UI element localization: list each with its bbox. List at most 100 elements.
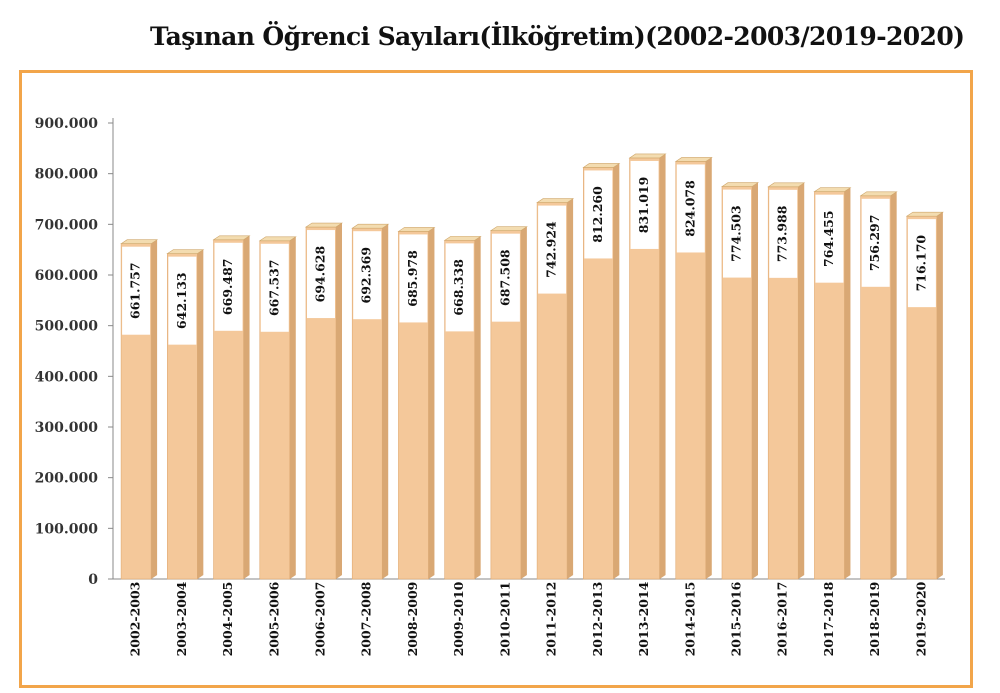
x-tick-label: 2003-2004 bbox=[174, 581, 189, 656]
data-label: 824.078 bbox=[682, 180, 697, 237]
x-tick-label: 2007-2008 bbox=[359, 581, 374, 656]
y-tick-label: 900.000 bbox=[35, 116, 99, 132]
data-label-box bbox=[815, 194, 844, 283]
data-label: 687.508 bbox=[497, 249, 512, 306]
x-tick-label: 2017-2018 bbox=[821, 581, 836, 656]
bar-top bbox=[721, 182, 759, 187]
data-label-box bbox=[399, 234, 428, 323]
data-label: 716.170 bbox=[913, 235, 928, 292]
data-label-box bbox=[723, 189, 751, 278]
bar-top bbox=[536, 198, 575, 203]
data-label-box bbox=[214, 242, 243, 331]
bar-side bbox=[336, 223, 342, 579]
x-tick-label: 2015-2016 bbox=[729, 581, 744, 656]
x-tick-label: 2019-2020 bbox=[913, 581, 928, 656]
data-label: 756.297 bbox=[867, 215, 882, 272]
data-label-box bbox=[861, 198, 890, 287]
x-tick-label: 2018-2019 bbox=[867, 582, 882, 657]
data-label: 774.503 bbox=[729, 205, 744, 262]
bar-side bbox=[567, 198, 574, 579]
data-label-box bbox=[491, 233, 520, 322]
x-tick-label: 2009-2010 bbox=[451, 581, 466, 656]
data-label: 742.924 bbox=[544, 221, 559, 278]
x-tick-label: 2002-2003 bbox=[128, 582, 143, 657]
bar-side bbox=[474, 236, 481, 579]
x-tick-label: 2006-2007 bbox=[313, 582, 328, 657]
bar-side bbox=[151, 239, 158, 580]
y-tick-label: 300.000 bbox=[35, 420, 99, 436]
bar-top bbox=[443, 236, 482, 241]
data-label-box bbox=[676, 164, 705, 253]
bar-top bbox=[674, 157, 713, 162]
data-label-box bbox=[353, 231, 382, 320]
x-tick-label: 2014-2015 bbox=[682, 582, 697, 657]
bar-side bbox=[705, 157, 712, 579]
y-tick-label: 400.000 bbox=[35, 369, 99, 385]
data-label-box bbox=[168, 256, 197, 345]
data-label-box bbox=[260, 243, 289, 332]
bar-top bbox=[767, 182, 806, 188]
bar-top bbox=[397, 227, 436, 232]
data-label-box bbox=[769, 189, 798, 278]
y-tick-label: 500.000 bbox=[35, 319, 99, 335]
x-tick-label: 2011-2012 bbox=[544, 582, 559, 657]
bar-side bbox=[936, 212, 943, 579]
data-label-box bbox=[907, 219, 936, 308]
bar-top bbox=[166, 249, 205, 254]
chart-frame bbox=[19, 70, 973, 688]
x-tick-label: 2013-2014 bbox=[636, 581, 651, 656]
x-tick-label: 2012-2013 bbox=[590, 582, 605, 657]
data-label: 773.988 bbox=[775, 205, 790, 262]
bar-side bbox=[289, 236, 296, 579]
bar-side bbox=[752, 182, 758, 579]
bar-side bbox=[520, 226, 527, 580]
bar-side bbox=[659, 153, 666, 579]
bar-side bbox=[197, 249, 204, 579]
x-tick-label: 2004-2005 bbox=[220, 582, 235, 657]
bar-side bbox=[243, 235, 250, 579]
data-label: 661.757 bbox=[128, 262, 143, 319]
bar-top bbox=[628, 153, 667, 159]
data-label: 812.260 bbox=[590, 186, 605, 243]
y-tick-label: 100.000 bbox=[35, 521, 99, 537]
data-label-box bbox=[630, 160, 659, 249]
bar-top bbox=[582, 163, 621, 168]
data-label: 694.628 bbox=[313, 245, 328, 302]
chart-title: Taşınan Öğrenci Sayıları(İlköğretim)(200… bbox=[150, 22, 965, 51]
bar-top bbox=[212, 235, 251, 241]
bars bbox=[120, 153, 944, 580]
x-tick-label: 2008-2009 bbox=[405, 582, 420, 657]
bar-top bbox=[859, 191, 898, 197]
data-label: 669.487 bbox=[220, 259, 235, 316]
bar-side bbox=[844, 187, 851, 579]
bar-top bbox=[258, 236, 297, 242]
data-label: 764.455 bbox=[821, 210, 836, 267]
data-label: 667.537 bbox=[266, 260, 281, 317]
bar-top bbox=[351, 223, 390, 229]
labels: 661.757 2002-2003 642.133 2003-2004 669.487 2… bbox=[128, 177, 929, 657]
data-label-box bbox=[538, 205, 567, 294]
data-label: 831.019 bbox=[636, 177, 651, 234]
bar-top bbox=[489, 226, 528, 231]
x-tick-label: 2005-2006 bbox=[266, 581, 281, 656]
y-tick-label: 0 bbox=[88, 572, 98, 588]
data-label: 685.978 bbox=[405, 250, 420, 307]
bar-side bbox=[890, 191, 897, 580]
axes: 0 100.000 200.000 300.000 400.000 500.000 600.… bbox=[35, 116, 945, 588]
y-tick-label: 200.000 bbox=[35, 471, 99, 487]
y-tick-label: 600.000 bbox=[35, 268, 99, 284]
data-label-box bbox=[122, 246, 151, 335]
data-label: 642.133 bbox=[174, 272, 189, 329]
data-label: 692.369 bbox=[359, 247, 374, 304]
bar-side bbox=[613, 163, 620, 579]
bar-side bbox=[428, 227, 435, 580]
bar-top bbox=[813, 187, 852, 192]
bar-top bbox=[120, 239, 159, 245]
y-tick-label: 700.000 bbox=[35, 217, 99, 233]
x-tick-label: 2010-2011 bbox=[497, 582, 512, 657]
y-tick-label: 800.000 bbox=[35, 167, 99, 183]
data-label-box bbox=[307, 230, 335, 319]
data-label-box bbox=[445, 243, 474, 332]
bar-top bbox=[905, 211, 944, 217]
data-label: 668.338 bbox=[451, 259, 466, 316]
